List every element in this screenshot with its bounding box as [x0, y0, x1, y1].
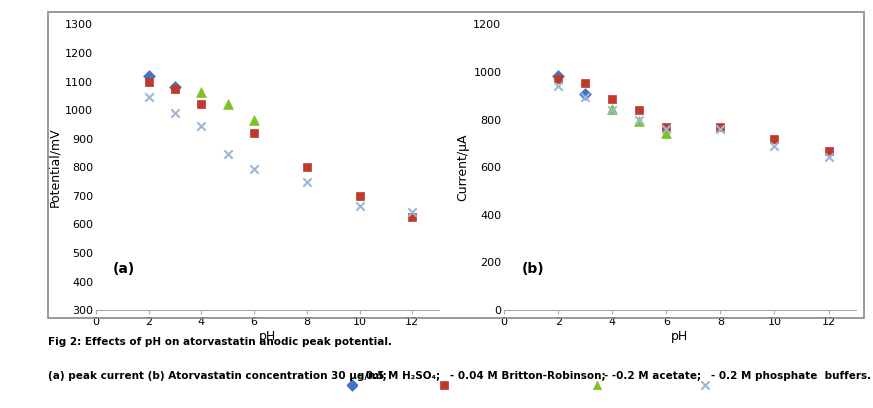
Text: (a) peak current (b) Atorvastatin concentration 30 μg/ml;: (a) peak current (b) Atorvastatin concen…: [48, 371, 394, 381]
Point: [221, 101, 235, 108]
Point: [659, 129, 673, 136]
Point: [345, 381, 359, 388]
Point: [353, 193, 367, 200]
Point: [659, 126, 673, 133]
Point: [141, 78, 155, 85]
Point: [659, 124, 673, 130]
Text: (a): (a): [113, 262, 135, 276]
Point: [168, 86, 182, 92]
Text: - 0.5 M H₂SO₄;: - 0.5 M H₂SO₄;: [358, 371, 448, 381]
Y-axis label: Current/μA: Current/μA: [456, 133, 469, 201]
Point: [195, 123, 209, 129]
Point: [141, 73, 155, 79]
Point: [590, 381, 604, 388]
Point: [713, 124, 727, 130]
Point: [821, 153, 835, 160]
Point: [632, 116, 646, 123]
Point: [300, 164, 314, 171]
X-axis label: pH: pH: [671, 330, 689, 343]
Point: [221, 151, 235, 158]
Point: [578, 80, 592, 86]
Point: [767, 135, 781, 142]
Point: [551, 72, 565, 79]
Point: [141, 94, 155, 101]
Point: [632, 107, 646, 113]
Point: [247, 166, 261, 172]
Point: [405, 208, 419, 215]
Point: [247, 117, 261, 123]
Point: [605, 107, 619, 113]
Point: [578, 90, 592, 97]
Y-axis label: Potential/mV: Potential/mV: [48, 127, 61, 207]
Point: [168, 84, 182, 91]
Point: [300, 178, 314, 185]
Point: [605, 106, 619, 112]
Point: [247, 130, 261, 136]
Point: [353, 203, 367, 209]
Point: [437, 381, 451, 388]
Point: [551, 83, 565, 90]
Point: [605, 96, 619, 103]
Point: [168, 110, 182, 116]
Point: [767, 143, 781, 149]
Point: [578, 94, 592, 100]
Point: [713, 126, 727, 133]
Point: [698, 381, 712, 388]
Point: [195, 101, 209, 108]
Point: [821, 148, 835, 154]
X-axis label: pH: pH: [258, 330, 276, 343]
Point: [405, 214, 419, 220]
Point: [551, 76, 565, 82]
Text: Fig 2: Effects of pH on atorvastatin anodic peak potential.: Fig 2: Effects of pH on atorvastatin ano…: [48, 337, 392, 347]
Point: [632, 118, 646, 124]
Point: [195, 89, 209, 95]
Text: (b): (b): [522, 262, 545, 276]
Text: - 0.04 M Britton-Robinson;: - 0.04 M Britton-Robinson;: [450, 371, 614, 381]
Text: - 0.2 M phosphate  buffers.: - 0.2 M phosphate buffers.: [711, 371, 871, 381]
Text: - -0.2 M acetate;: - -0.2 M acetate;: [603, 371, 708, 381]
